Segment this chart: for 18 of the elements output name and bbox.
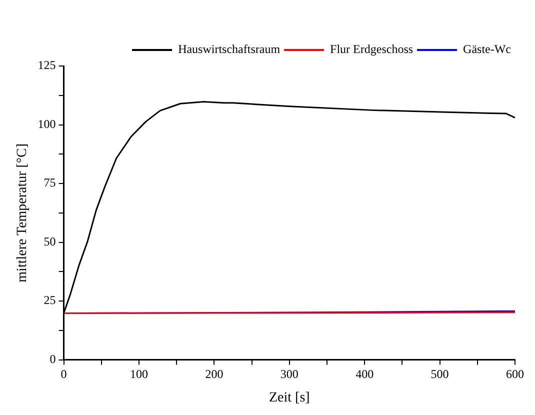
y-tick-label: 50: [44, 234, 56, 248]
y-tick-label: 100: [38, 116, 56, 131]
y-axis-title: mittlere Temperatur [°C]: [15, 143, 30, 282]
y-tick-label: 0: [50, 352, 56, 366]
x-tick-label: 600: [506, 367, 524, 382]
x-tick-label: 300: [280, 367, 298, 382]
y-tick-label: 25: [44, 293, 56, 308]
y-tick-label: 75: [44, 176, 56, 190]
x-tick-label: 0: [60, 367, 67, 382]
x-tick-label: 500: [430, 367, 449, 382]
x-tick-label: 400: [356, 367, 374, 382]
y-tick-label: 125: [38, 58, 56, 72]
x-axis-title: Zeit [s]: [268, 390, 310, 406]
legend-label: Flur Erdgeschoss: [330, 42, 414, 56]
legend-label: Hauswirtschaftsraum: [178, 42, 281, 56]
x-tick-label: 200: [205, 367, 224, 382]
legend-label: Gäste-Wc: [463, 42, 512, 56]
x-tick-label: 100: [130, 367, 148, 382]
